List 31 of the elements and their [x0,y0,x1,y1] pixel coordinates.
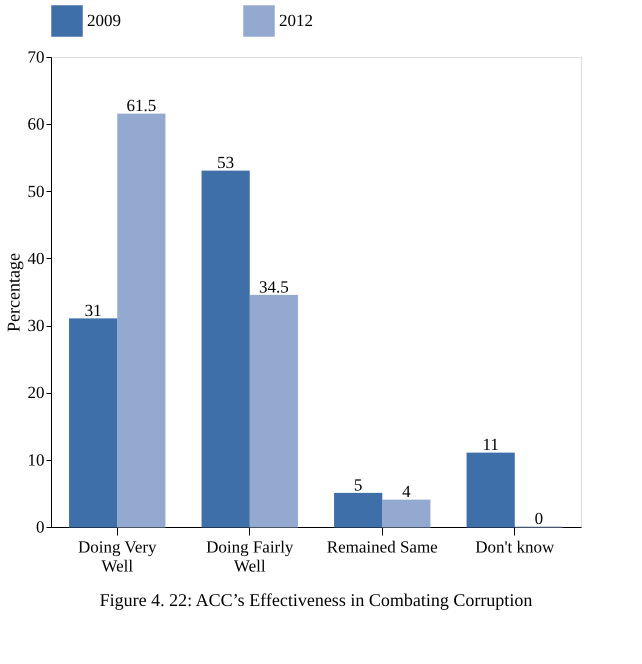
data-label: 0 [534,509,544,528]
x-tick-label: Don't know [475,538,556,556]
bar [334,492,382,528]
data-label: 61.5 [126,96,156,116]
y-tick-label: 0 [36,518,44,536]
y-tick-label: 30 [28,316,44,336]
y-tick-label: 60 [28,114,44,134]
legend-label: 2012 [279,11,313,30]
y-axis-title: Percentage [4,253,24,332]
data-label: 11 [482,435,499,454]
y-tick-label: 70 [28,48,44,66]
data-label: 53 [217,153,234,172]
data-label: 4 [402,482,412,502]
x-tick-label: Remained Same [326,538,438,556]
x-tick-label: Doing Very Well [78,538,158,576]
bar [117,114,166,528]
y-tick-label: 20 [28,383,44,402]
bar [250,294,298,528]
y-tick-label: 40 [28,248,44,268]
bar [69,318,118,528]
bar [466,452,515,528]
text: Figure 4. 22: ACC’s Effectiveness in Combating Corruption [100,590,532,610]
data-label: 31 [84,300,102,320]
legend-label: 2009 [87,11,121,30]
y-tick-label: 10 [28,450,44,470]
bar [382,500,430,528]
y-tick-label: 50 [28,182,44,201]
x-tick-label: Doing Fairly Well [206,538,294,576]
data-label: 5 [354,475,362,494]
bar [202,170,250,528]
data-label: 34.5 [258,277,289,296]
